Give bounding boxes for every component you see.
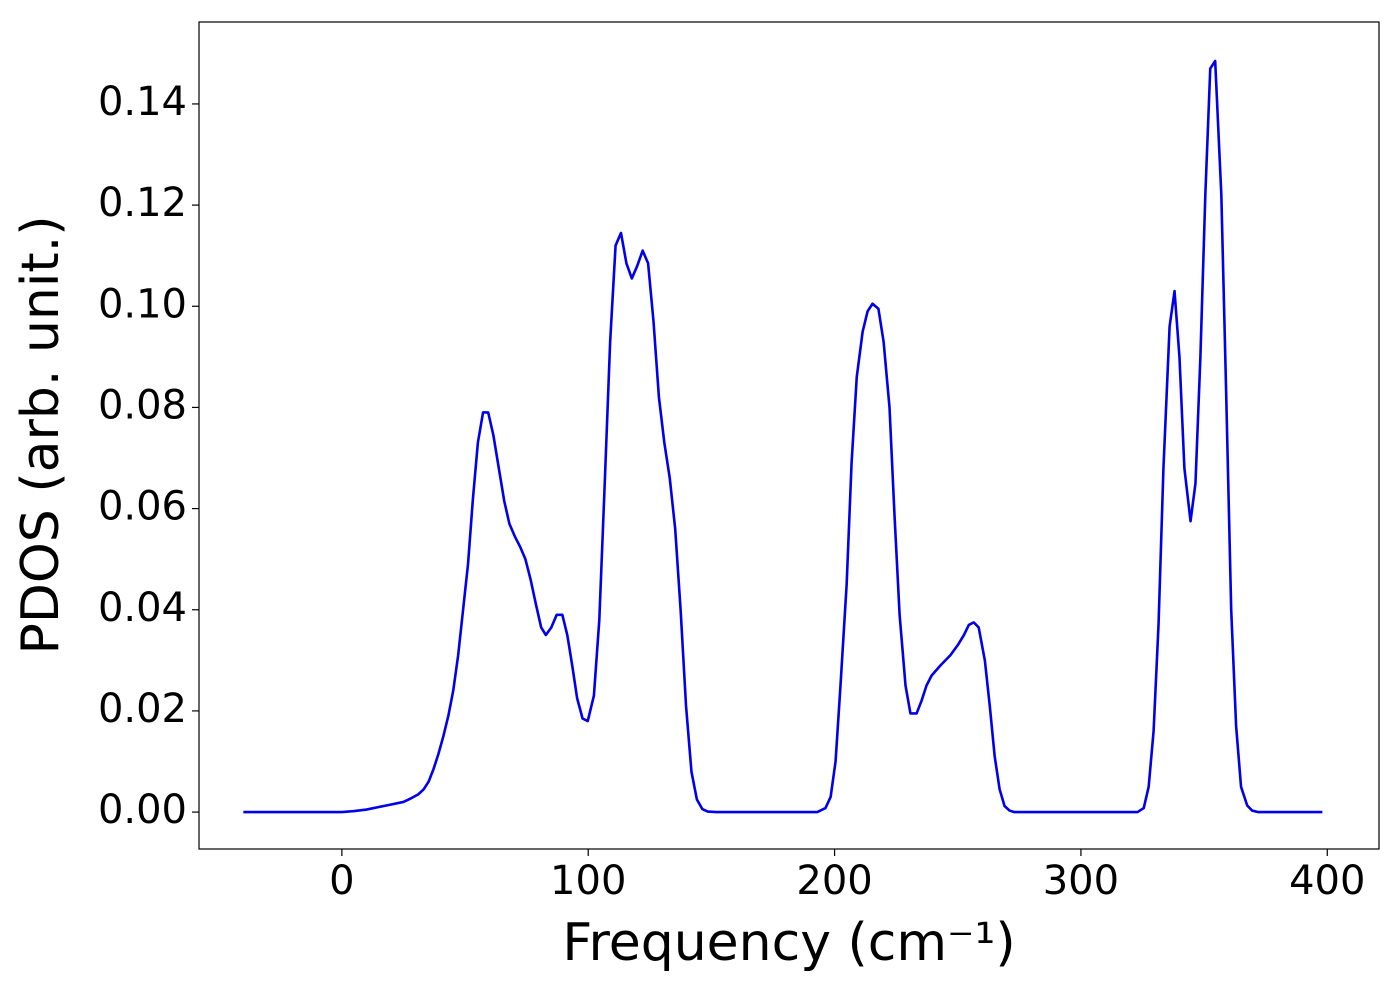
y-tick-label: 0.10 (98, 281, 187, 327)
y-tick-label: 0.12 (98, 180, 187, 226)
x-tick-label: 300 (1043, 858, 1119, 904)
y-tick-label: 0.02 (98, 686, 187, 732)
y-tick-label: 0.14 (98, 79, 187, 125)
y-tick-label: 0.06 (98, 484, 187, 530)
x-axis-label: Frequency (cm⁻¹) (562, 913, 1015, 973)
x-tick-label: 400 (1289, 858, 1365, 904)
x-tick-label: 0 (329, 858, 354, 904)
y-axis-label: PDOS (arb. unit.) (11, 215, 71, 654)
y-tick-label: 0.04 (98, 585, 187, 631)
y-tick-label: 0.00 (98, 787, 187, 833)
plot-frame (198, 21, 1380, 850)
x-tick-label: 100 (550, 858, 626, 904)
x-tick-label: 200 (796, 858, 872, 904)
pdos-line (243, 59, 1323, 814)
y-tick-label: 0.08 (98, 382, 187, 428)
